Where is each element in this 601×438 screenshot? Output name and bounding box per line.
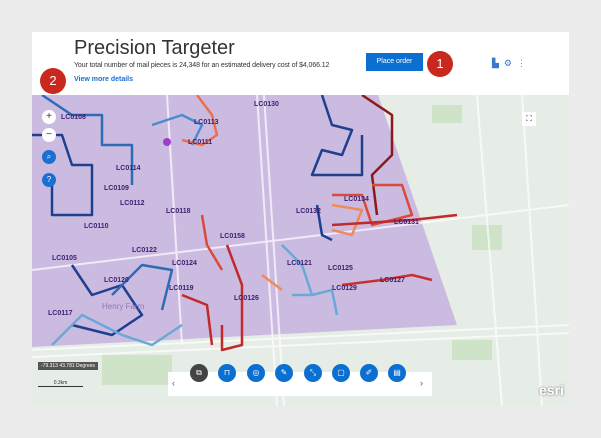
annotation-badge-2: 2 <box>40 68 66 94</box>
route-label: LC0134 <box>344 196 369 203</box>
settings-icon[interactable]: ⚙ <box>503 58 512 68</box>
route-label: LC0158 <box>220 233 245 240</box>
geo-icon: ◎ <box>252 368 260 377</box>
search-icon: ⌕ <box>46 152 52 161</box>
route-label: LC0114 <box>116 165 141 172</box>
route-label: LC0126 <box>234 295 259 302</box>
geo-tool-button[interactable]: ◎ <box>247 364 265 382</box>
scale-bar: 0.3km <box>38 380 83 387</box>
view-more-details-link[interactable]: View more details <box>74 76 134 83</box>
route-label: LC0122 <box>132 247 157 254</box>
carrier-routes <box>32 95 458 352</box>
app-card: Precision Targeter Your total number of … <box>32 32 569 406</box>
esri-logo: esri <box>539 382 564 398</box>
table-icon: ▤ <box>393 368 401 377</box>
route-tool-button[interactable]: ⤡ <box>304 364 322 382</box>
summary-text: Your total number of mail pieces is 24,3… <box>74 62 330 69</box>
pin-icon: ⊓ <box>223 368 231 377</box>
more-icon[interactable]: ⋮ <box>517 58 526 68</box>
chart-icon[interactable]: ▙ <box>492 58 499 68</box>
route-label: LC0117 <box>48 310 73 317</box>
next-arrow-button[interactable]: › <box>420 378 423 388</box>
zoom-in-button[interactable]: + <box>42 110 56 124</box>
place-label: Henry Farm <box>102 302 145 311</box>
route-label: LC0125 <box>328 265 353 272</box>
area-tool-button[interactable]: ▢ <box>332 364 350 382</box>
park <box>452 340 492 360</box>
route-label: LC0118 <box>166 208 191 215</box>
route-icon: ⤡ <box>309 368 317 377</box>
route-label: LC0119 <box>169 285 194 292</box>
annotation-badge-1: 1 <box>427 51 453 77</box>
route-label: LC0109 <box>104 185 129 192</box>
place-order-button[interactable]: Place order <box>366 53 423 71</box>
map[interactable]: LC0108 LC0130 LC0113 LC0111 LC0114 LC010… <box>32 95 569 406</box>
pin-tool-button[interactable]: ⊓ <box>218 364 236 382</box>
table-tool-button[interactable]: ▤ <box>388 364 406 382</box>
edit-tool-button[interactable]: ✎ <box>275 364 293 382</box>
route-label: LC0105 <box>52 255 77 262</box>
route-label: LC0120 <box>104 277 129 284</box>
route-label: LC0132 <box>296 208 321 215</box>
prev-arrow-button[interactable]: ‹ <box>172 378 175 388</box>
route-label: LC0131 <box>394 219 419 226</box>
edit-icon: ✎ <box>280 368 288 377</box>
search-button[interactable]: ⌕ <box>42 150 56 164</box>
page-title: Precision Targeter <box>74 37 235 59</box>
layers-tool-button[interactable]: ⧉ <box>190 364 208 382</box>
layers-icon: ⧉ <box>196 368 202 377</box>
zoom-out-button[interactable]: − <box>42 128 56 142</box>
fullscreen-button[interactable]: ⛶ <box>522 112 536 126</box>
expand-icon: ⛶ <box>526 114 532 123</box>
tool-bar: ‹ ⧉ ⊓ ◎ ✎ ⤡ ▢ ✐ ▤ › <box>168 364 432 396</box>
route-label: LC0124 <box>172 260 197 267</box>
draw-icon: ✐ <box>365 368 373 377</box>
route-label: LC0111 <box>188 139 213 146</box>
map-canvas <box>32 95 569 406</box>
route-label: LC0110 <box>84 223 109 230</box>
header: Precision Targeter Your total number of … <box>32 32 569 95</box>
location-pin <box>163 138 171 146</box>
help-button[interactable]: ? <box>42 173 56 187</box>
area-icon: ▢ <box>337 368 345 377</box>
header-icons: ▙ ⚙ ⋮ <box>492 58 531 69</box>
help-icon: ? <box>46 175 52 184</box>
draw-tool-button[interactable]: ✐ <box>360 364 378 382</box>
route-label: LC0130 <box>254 101 279 108</box>
route-label: LC0127 <box>380 277 405 284</box>
route-label: LC0112 <box>120 200 145 207</box>
park <box>432 105 462 123</box>
park <box>102 355 172 385</box>
route-label: LC0121 <box>287 260 312 267</box>
route-label: LC0129 <box>332 285 357 292</box>
roads <box>32 95 569 406</box>
coordinates-readout: -79.313 43.781 Degrees <box>38 362 98 370</box>
route-label: LC0108 <box>61 114 86 121</box>
route-label: LC0113 <box>194 119 219 126</box>
